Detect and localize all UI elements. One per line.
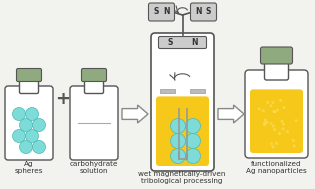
Text: N: N (163, 8, 169, 16)
FancyBboxPatch shape (158, 36, 207, 49)
Circle shape (276, 109, 279, 112)
FancyBboxPatch shape (20, 77, 38, 94)
Text: Ag
spheres: Ag spheres (15, 161, 43, 174)
Circle shape (258, 107, 261, 110)
Text: functionalized
Ag nanoparticles: functionalized Ag nanoparticles (246, 161, 306, 174)
Circle shape (26, 129, 38, 143)
FancyBboxPatch shape (148, 3, 175, 21)
Circle shape (186, 149, 201, 163)
Circle shape (13, 129, 26, 143)
FancyBboxPatch shape (70, 86, 118, 160)
FancyBboxPatch shape (191, 3, 216, 21)
Text: N: N (191, 38, 198, 47)
FancyBboxPatch shape (156, 96, 209, 166)
Text: carbohydrate
solution: carbohydrate solution (70, 161, 118, 174)
Circle shape (286, 130, 289, 133)
FancyBboxPatch shape (16, 68, 42, 81)
Circle shape (26, 108, 38, 121)
Circle shape (272, 101, 274, 104)
Text: S: S (206, 8, 211, 16)
Text: +: + (55, 90, 71, 108)
Circle shape (270, 142, 273, 145)
Circle shape (282, 123, 285, 125)
Circle shape (263, 122, 266, 124)
Circle shape (272, 125, 275, 128)
Text: S: S (168, 38, 173, 47)
Circle shape (262, 109, 265, 112)
Bar (190, 89, 205, 93)
Circle shape (32, 140, 45, 153)
FancyBboxPatch shape (250, 89, 303, 153)
Circle shape (186, 119, 201, 133)
Circle shape (20, 140, 32, 153)
Circle shape (273, 110, 276, 113)
Circle shape (272, 145, 274, 148)
Circle shape (264, 119, 267, 122)
Text: wet magnetically-driven
tribological processing: wet magnetically-driven tribological pro… (138, 171, 226, 184)
FancyBboxPatch shape (245, 70, 308, 158)
Circle shape (278, 132, 281, 135)
Circle shape (32, 119, 45, 132)
FancyBboxPatch shape (265, 60, 289, 80)
Circle shape (186, 133, 201, 149)
Circle shape (279, 99, 282, 102)
Circle shape (266, 121, 268, 124)
Circle shape (20, 119, 32, 132)
FancyBboxPatch shape (84, 77, 104, 94)
Circle shape (13, 108, 26, 121)
Circle shape (275, 142, 278, 145)
Circle shape (270, 105, 272, 107)
FancyBboxPatch shape (151, 33, 214, 171)
Circle shape (263, 123, 266, 126)
Circle shape (170, 119, 186, 133)
Bar (160, 89, 175, 93)
Circle shape (266, 101, 269, 104)
Circle shape (292, 139, 295, 142)
Circle shape (272, 110, 276, 113)
Circle shape (282, 106, 285, 109)
Circle shape (295, 119, 298, 122)
Polygon shape (122, 105, 148, 123)
Circle shape (293, 144, 296, 147)
Circle shape (170, 149, 186, 163)
Circle shape (273, 128, 276, 131)
Circle shape (270, 122, 273, 125)
Circle shape (282, 127, 284, 130)
Circle shape (170, 133, 186, 149)
FancyBboxPatch shape (82, 68, 106, 81)
Circle shape (281, 120, 284, 123)
FancyBboxPatch shape (5, 86, 53, 160)
FancyBboxPatch shape (261, 47, 293, 64)
Text: N: N (195, 8, 202, 16)
Text: S: S (154, 8, 159, 16)
Polygon shape (218, 105, 244, 123)
